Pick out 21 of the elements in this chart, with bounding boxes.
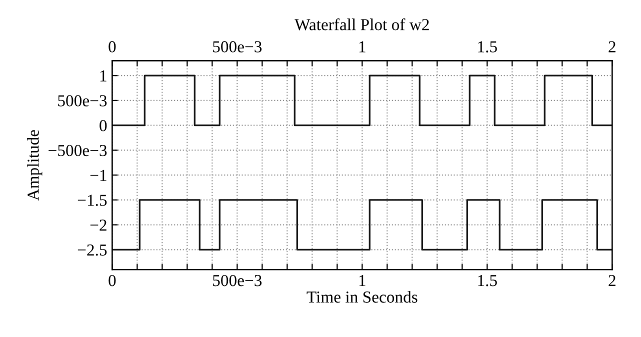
- y-tick-label: −1.5: [78, 194, 107, 206]
- x-tick-label: 1.5: [478, 275, 497, 286]
- x2-tick-label: 0: [108, 41, 116, 52]
- y-tick-label: 500e−3: [58, 95, 107, 106]
- y-tick-label: −500e−3: [48, 144, 107, 156]
- y-tick-label: −1: [90, 170, 106, 181]
- x-tick-label: 2: [608, 274, 616, 286]
- x-tick-label: 500e−3: [213, 274, 262, 286]
- x2-tick-label: 500e−3: [213, 41, 262, 52]
- chart-title: Waterfall Plot of w2: [294, 18, 429, 30]
- x2-tick-label: 1: [359, 41, 366, 52]
- x2-tick-label: 1.5: [478, 41, 497, 52]
- x-tick-label: 1: [359, 275, 366, 286]
- x2-tick-label: 2: [608, 41, 616, 52]
- y-axis-title: Amplitude: [27, 130, 42, 201]
- y-tick-label: 1: [100, 70, 106, 82]
- y-tick-label: 0: [100, 120, 107, 132]
- y-tick-label: −2: [90, 220, 106, 231]
- x-tick-label: 0: [108, 274, 116, 286]
- x-axis-title: Time in Seconds: [306, 290, 418, 303]
- y-tick-label: −2.5: [78, 244, 107, 256]
